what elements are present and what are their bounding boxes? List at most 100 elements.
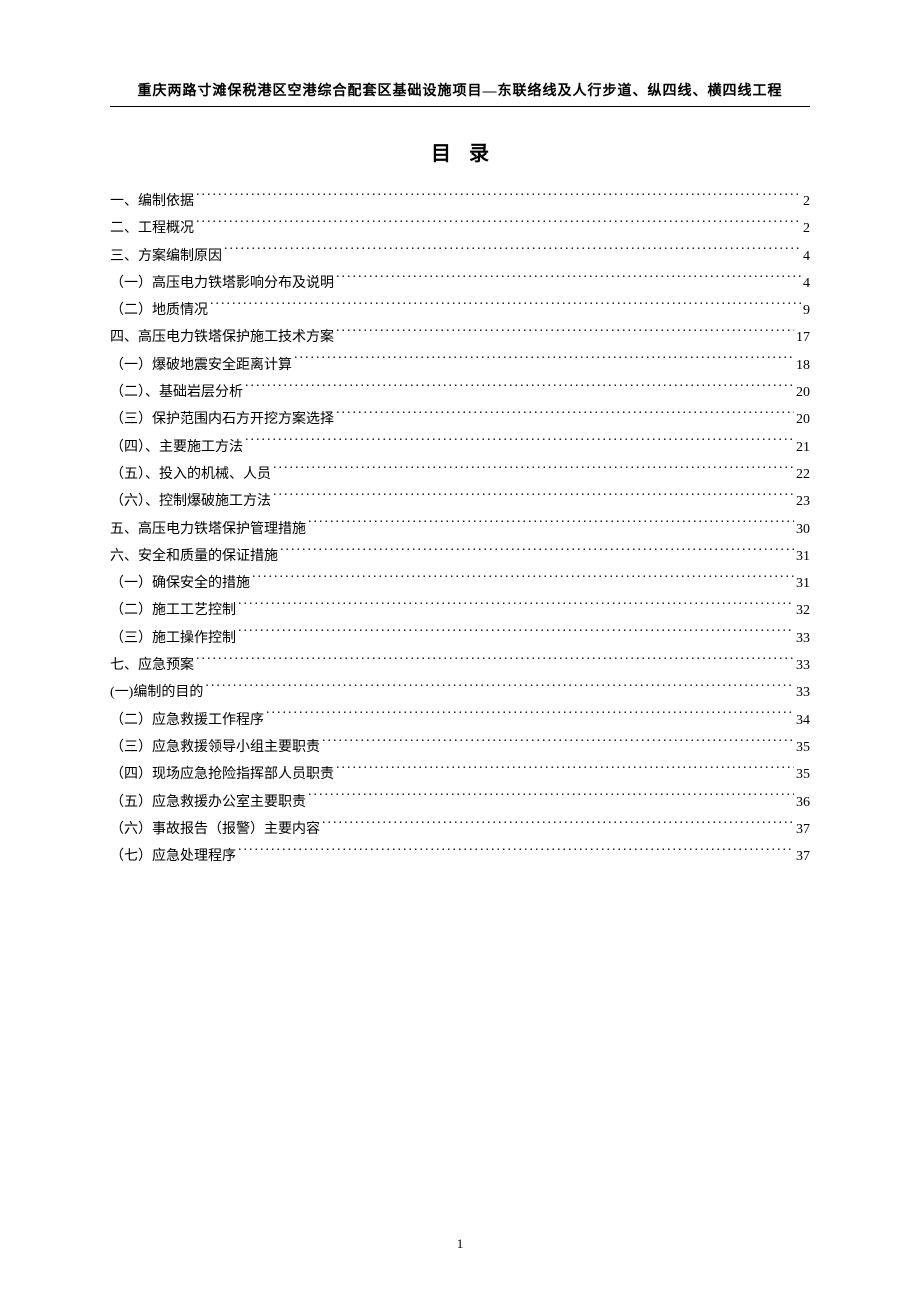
- toc-item-page: 22: [796, 461, 810, 488]
- toc-item-label: （三）施工操作控制: [110, 625, 236, 652]
- toc-item-page: 33: [796, 625, 810, 652]
- toc-item-label: 七、应急预案: [110, 652, 194, 679]
- toc-row: （一）确保安全的措施 31: [110, 570, 810, 597]
- toc-item-label: (一)编制的目的: [110, 679, 203, 706]
- toc-item-label: 五、高压电力铁塔保护管理措施: [110, 516, 306, 543]
- toc-item-page: 37: [796, 816, 810, 843]
- toc-leader-dots: [273, 464, 794, 478]
- toc-row: （二）施工工艺控制 32: [110, 597, 810, 624]
- toc-item-label: 四、高压电力铁塔保护施工技术方案: [110, 324, 334, 351]
- toc-item-label: （四）现场应急抢险指挥部人员职责: [110, 761, 334, 788]
- toc-item-label: （六）事故报告（报警）主要内容: [110, 816, 320, 843]
- toc-row: 四、高压电力铁塔保护施工技术方案 17: [110, 324, 810, 351]
- toc-item-label: （二）地质情况: [110, 297, 208, 324]
- toc-row: （四）现场应急抢险指挥部人员职责 35: [110, 761, 810, 788]
- toc-item-label: （一）高压电力铁塔影响分布及说明: [110, 270, 334, 297]
- toc-leader-dots: [245, 437, 794, 451]
- toc-item-page: 20: [796, 406, 810, 433]
- page-number: 1: [457, 1236, 464, 1252]
- toc-item-page: 31: [796, 543, 810, 570]
- toc-item-label: 三、方案编制原因: [110, 243, 222, 270]
- toc-item-page: 20: [796, 379, 810, 406]
- toc-item-label: （六）、控制爆破施工方法: [110, 488, 271, 515]
- toc-item-page: 33: [796, 652, 810, 679]
- title-text: 目录: [431, 143, 507, 165]
- toc-leader-dots: [322, 737, 794, 751]
- toc-item-label: （一）确保安全的措施: [110, 570, 250, 597]
- toc-item-label: （五）应急救援办公室主要职责: [110, 789, 306, 816]
- toc-leader-dots: [273, 491, 794, 505]
- table-of-contents: 一、编制依据 2 二、工程概况 2 三、方案编制原因 4 （一）高压电力铁塔影响分布及说明 4…: [110, 188, 810, 870]
- toc-item-label: 六、安全和质量的保证措施: [110, 543, 278, 570]
- toc-row: （二）、基础岩层分析 20: [110, 379, 810, 406]
- toc-row: （二）地质情况 9: [110, 297, 810, 324]
- toc-item-label: （二）施工工艺控制: [110, 597, 236, 624]
- toc-item-page: 33: [796, 679, 810, 706]
- toc-leader-dots: [238, 600, 794, 614]
- toc-row: （四）、主要施工方法 21: [110, 434, 810, 461]
- header-text: 重庆两路寸滩保税港区空港综合配套区基础设施项目—东联络线及人行步道、纵四线、横四…: [138, 84, 783, 99]
- toc-row: （三）施工操作控制 33: [110, 625, 810, 652]
- toc-leader-dots: [280, 546, 794, 560]
- toc-item-page: 35: [796, 734, 810, 761]
- toc-item-label: （三）应急救援领导小组主要职责: [110, 734, 320, 761]
- toc-item-page: 4: [803, 243, 810, 270]
- toc-item-page: 21: [796, 434, 810, 461]
- toc-leader-dots: [196, 218, 801, 232]
- toc-leader-dots: [196, 191, 801, 205]
- toc-item-label: 一、编制依据: [110, 188, 194, 215]
- toc-item-page: 34: [796, 707, 810, 734]
- toc-item-label: （四）、主要施工方法: [110, 434, 243, 461]
- toc-row: （五）应急救援办公室主要职责 36: [110, 789, 810, 816]
- toc-item-page: 2: [803, 188, 810, 215]
- toc-leader-dots: [238, 846, 794, 860]
- toc-row: (一)编制的目的 33: [110, 679, 810, 706]
- toc-leader-dots: [308, 792, 794, 806]
- toc-item-label: （三）保护范围内石方开挖方案选择: [110, 406, 334, 433]
- toc-row: 二、工程概况 2: [110, 215, 810, 242]
- toc-leader-dots: [336, 273, 801, 287]
- toc-leader-dots: [266, 710, 794, 724]
- toc-item-label: （二）应急救援工作程序: [110, 707, 264, 734]
- toc-row: （三）保护范围内石方开挖方案选择 20: [110, 406, 810, 433]
- toc-leader-dots: [336, 327, 794, 341]
- toc-leader-dots: [336, 764, 794, 778]
- toc-leader-dots: [308, 519, 794, 533]
- toc-item-page: 18: [796, 352, 810, 379]
- toc-item-page: 37: [796, 843, 810, 870]
- toc-item-page: 2: [803, 215, 810, 242]
- toc-item-page: 23: [796, 488, 810, 515]
- toc-row: （一）爆破地震安全距离计算18: [110, 352, 810, 379]
- toc-item-page: 9: [803, 297, 810, 324]
- toc-row: （三）应急救援领导小组主要职责 35: [110, 734, 810, 761]
- page-number-value: 1: [457, 1236, 464, 1251]
- toc-row: 五、高压电力铁塔保护管理措施 30: [110, 516, 810, 543]
- toc-item-page: 32: [796, 597, 810, 624]
- toc-item-page: 31: [796, 570, 810, 597]
- toc-title: 目录: [110, 137, 810, 166]
- toc-leader-dots: [238, 628, 794, 642]
- toc-leader-dots: [252, 573, 794, 587]
- toc-item-page: 17: [796, 324, 810, 351]
- toc-item-label: （五）、投入的机械、人员: [110, 461, 271, 488]
- toc-row: 三、方案编制原因 4: [110, 243, 810, 270]
- toc-row: （六）事故报告（报警）主要内容 37: [110, 816, 810, 843]
- toc-row: 六、安全和质量的保证措施 31: [110, 543, 810, 570]
- toc-item-label: （二）、基础岩层分析: [110, 379, 243, 406]
- document-header: 重庆两路寸滩保税港区空港综合配套区基础设施项目—东联络线及人行步道、纵四线、横四…: [110, 80, 810, 107]
- toc-row: 一、编制依据 2: [110, 188, 810, 215]
- toc-item-page: 35: [796, 761, 810, 788]
- toc-leader-dots: [245, 382, 794, 396]
- toc-row: （六）、控制爆破施工方法 23: [110, 488, 810, 515]
- toc-item-page: 30: [796, 516, 810, 543]
- toc-row: （二）应急救援工作程序 34: [110, 707, 810, 734]
- toc-item-page: 36: [796, 789, 810, 816]
- toc-item-label: 二、工程概况: [110, 215, 194, 242]
- toc-leader-dots: [224, 246, 801, 260]
- toc-leader-dots: [205, 682, 794, 696]
- toc-leader-dots: [196, 655, 794, 669]
- toc-leader-dots: [294, 355, 794, 369]
- toc-leader-dots: [336, 409, 794, 423]
- toc-leader-dots: [322, 819, 794, 833]
- toc-item-page: 4: [803, 270, 810, 297]
